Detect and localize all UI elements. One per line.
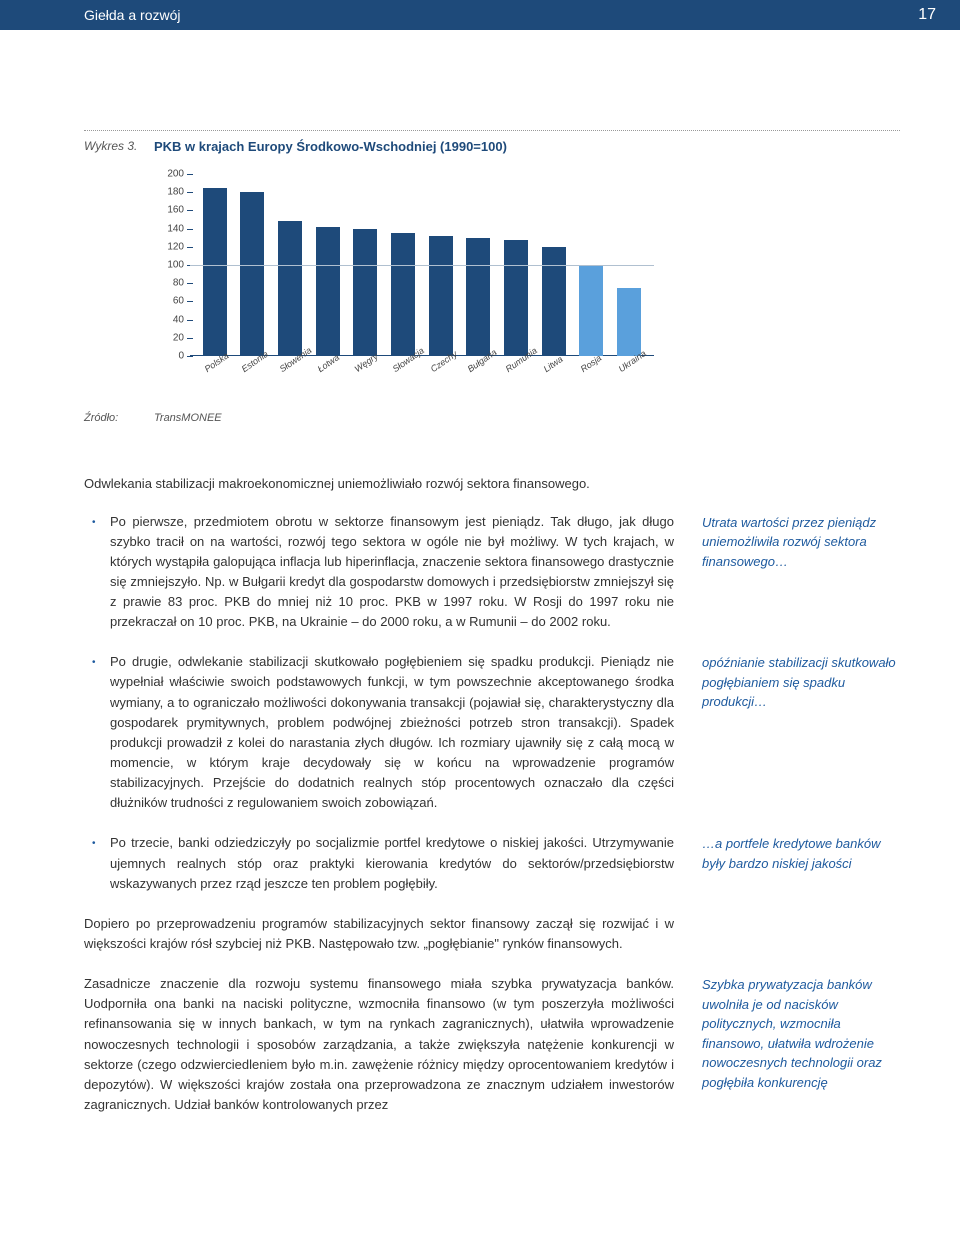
chart-bar bbox=[316, 227, 340, 356]
bullet-row: •Po trzecie, banki odziedziczyły po socj… bbox=[84, 833, 900, 893]
chart-bar bbox=[579, 265, 603, 356]
chart-bar bbox=[466, 238, 490, 356]
bullet-icon: • bbox=[84, 652, 110, 813]
bullet-icon: • bbox=[84, 833, 110, 893]
paragraph: Dopiero po przeprowadzeniu programów sta… bbox=[84, 914, 674, 954]
chart-bar bbox=[617, 288, 641, 356]
x-tick-label: Rosja bbox=[579, 352, 620, 397]
bar-chart: PolskaEstoniaSłoweniaŁotwaWęgrySłowacjaC… bbox=[154, 174, 654, 394]
chart-bar bbox=[542, 247, 566, 356]
bullet-row: •Po drugie, odwlekanie stabilizacji skut… bbox=[84, 652, 900, 813]
y-tick-label: 80 bbox=[154, 278, 184, 289]
y-tick-label: 180 bbox=[154, 187, 184, 198]
x-tick-label: Słowacja bbox=[391, 352, 432, 397]
x-tick-label: Czechy bbox=[428, 352, 469, 397]
x-tick-label: Węgry bbox=[353, 352, 394, 397]
chart-bar bbox=[353, 229, 377, 356]
chart-bar bbox=[429, 236, 453, 356]
figure-caption: Wykres 3. PKB w krajach Europy Środkowo-… bbox=[84, 139, 900, 154]
side-note: opóźnianie stabilizacji skutkowało pogłę… bbox=[702, 652, 900, 813]
figure-source: Źródło: TransMONEE bbox=[84, 412, 900, 424]
figure-title: PKB w krajach Europy Środkowo-Wschodniej… bbox=[154, 139, 507, 154]
chart-bar bbox=[240, 192, 264, 356]
y-tick-label: 40 bbox=[154, 314, 184, 325]
x-tick-label: Polska bbox=[203, 352, 244, 397]
y-tick-label: 100 bbox=[154, 260, 184, 271]
x-tick-label: Litwa bbox=[541, 352, 582, 397]
intro-text: Odwlekania stabilizacji makroekonomiczne… bbox=[84, 474, 900, 494]
bullet-text: Po drugie, odwlekanie stabilizacji skutk… bbox=[110, 652, 674, 813]
x-tick-label: Ukraina bbox=[617, 352, 658, 397]
header-title: Giełda a rozwój bbox=[84, 7, 181, 23]
y-tick-label: 20 bbox=[154, 332, 184, 343]
page-number: 17 bbox=[918, 6, 936, 24]
y-tick-label: 60 bbox=[154, 296, 184, 307]
figure-label: Wykres 3. bbox=[84, 139, 154, 153]
y-tick-label: 160 bbox=[154, 205, 184, 216]
page-header: Giełda a rozwój 17 bbox=[0, 0, 960, 30]
y-tick-label: 200 bbox=[154, 169, 184, 180]
x-tick-label: Słowenia bbox=[278, 352, 319, 397]
side-note: …a portfele kredytowe banków były bardzo… bbox=[702, 833, 900, 893]
bullet-text: Po pierwsze, przedmiotem obrotu w sektor… bbox=[110, 512, 674, 633]
x-tick-label: Łotwa bbox=[315, 352, 356, 397]
chart-bar bbox=[203, 188, 227, 356]
chart-bar bbox=[278, 221, 302, 356]
chart-bar bbox=[391, 233, 415, 356]
bullet-icon: • bbox=[84, 512, 110, 633]
x-tick-label: Estonia bbox=[240, 352, 281, 397]
source-label: Źródło: bbox=[84, 412, 154, 424]
page-content: Wykres 3. PKB w krajach Europy Środkowo-… bbox=[0, 30, 960, 1165]
y-tick-label: 0 bbox=[154, 351, 184, 362]
chart-container: PolskaEstoniaSłoweniaŁotwaWęgrySłowacjaC… bbox=[154, 174, 900, 394]
x-tick-label: Bułgaria bbox=[466, 352, 507, 397]
chart-bar bbox=[504, 240, 528, 356]
divider bbox=[84, 130, 900, 131]
bullet-row: •Po pierwsze, przedmiotem obrotu w sekto… bbox=[84, 512, 900, 633]
bullet-text: Po trzecie, banki odziedziczyły po socja… bbox=[110, 833, 674, 893]
side-note: Utrata wartości przez pieniądz uniemożli… bbox=[702, 512, 900, 633]
x-tick-label: Rumunia bbox=[504, 352, 545, 397]
reference-line bbox=[190, 265, 654, 266]
side-note: Szybka prywatyzacja banków uwolniła je o… bbox=[702, 974, 900, 1115]
y-tick-label: 140 bbox=[154, 223, 184, 234]
final-block: Zasadnicze znaczenie dla rozwoju systemu… bbox=[84, 974, 900, 1115]
chart-x-labels: PolskaEstoniaSłoweniaŁotwaWęgrySłowacjaC… bbox=[190, 356, 654, 394]
source-value: TransMONEE bbox=[154, 412, 222, 424]
final-text: Zasadnicze znaczenie dla rozwoju systemu… bbox=[84, 974, 674, 1115]
y-tick-label: 120 bbox=[154, 241, 184, 252]
